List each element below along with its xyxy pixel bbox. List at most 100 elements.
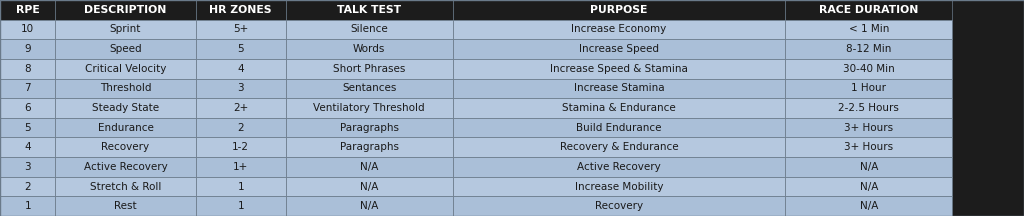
Bar [785, 0, 952, 20]
Bar [453, 157, 785, 177]
Text: Rest: Rest [114, 201, 137, 211]
Text: 3: 3 [238, 83, 244, 93]
Text: 1: 1 [25, 201, 31, 211]
Bar [196, 0, 286, 20]
Bar [453, 98, 785, 118]
Bar [196, 98, 286, 118]
Text: 1: 1 [238, 201, 244, 211]
Text: Stretch & Roll: Stretch & Roll [90, 181, 161, 192]
Bar [55, 196, 196, 216]
Bar [0, 137, 55, 157]
Bar [55, 79, 196, 98]
Text: 4: 4 [25, 142, 31, 152]
Bar [0, 98, 55, 118]
Text: N/A: N/A [860, 181, 878, 192]
Bar [286, 118, 453, 137]
Text: 3+ Hours: 3+ Hours [845, 142, 893, 152]
Text: 1: 1 [238, 181, 244, 192]
Text: Recovery: Recovery [595, 201, 643, 211]
Text: Recovery & Endurance: Recovery & Endurance [560, 142, 678, 152]
Bar [196, 177, 286, 196]
Bar [453, 39, 785, 59]
Text: Speed: Speed [110, 44, 141, 54]
Bar [286, 177, 453, 196]
Bar [286, 79, 453, 98]
Bar [55, 98, 196, 118]
Bar [196, 157, 286, 177]
Bar [286, 20, 453, 39]
Bar [785, 137, 952, 157]
Text: Recovery: Recovery [101, 142, 150, 152]
Text: Increase Stamina: Increase Stamina [573, 83, 665, 93]
Bar [196, 137, 286, 157]
Bar [55, 177, 196, 196]
Text: Words: Words [353, 44, 385, 54]
Bar [196, 196, 286, 216]
Bar [196, 79, 286, 98]
Text: 1-2: 1-2 [232, 142, 249, 152]
Text: 2: 2 [238, 123, 244, 133]
Text: 30-40 Min: 30-40 Min [843, 64, 895, 74]
Text: N/A: N/A [360, 162, 378, 172]
Bar [55, 137, 196, 157]
Bar [196, 59, 286, 79]
Bar [785, 79, 952, 98]
Bar [0, 79, 55, 98]
Text: Sentances: Sentances [342, 83, 396, 93]
Bar [0, 157, 55, 177]
Text: 7: 7 [25, 83, 31, 93]
Text: Endurance: Endurance [97, 123, 154, 133]
Text: Build Endurance: Build Endurance [577, 123, 662, 133]
Text: Increase Speed & Stamina: Increase Speed & Stamina [550, 64, 688, 74]
Text: Ventilatory Threshold: Ventilatory Threshold [313, 103, 425, 113]
Bar [0, 177, 55, 196]
Bar [785, 39, 952, 59]
Text: < 1 Min: < 1 Min [849, 24, 889, 35]
Bar [785, 118, 952, 137]
Bar [55, 39, 196, 59]
Text: TALK TEST: TALK TEST [337, 5, 401, 15]
Text: 6: 6 [25, 103, 31, 113]
Text: 2-2.5 Hours: 2-2.5 Hours [839, 103, 899, 113]
Text: N/A: N/A [860, 162, 878, 172]
Bar [453, 177, 785, 196]
Text: Stamina & Endurance: Stamina & Endurance [562, 103, 676, 113]
Bar [0, 0, 55, 20]
Text: 1 Hour: 1 Hour [851, 83, 887, 93]
Bar [286, 137, 453, 157]
Text: 5: 5 [238, 44, 244, 54]
Bar [453, 118, 785, 137]
Text: Sprint: Sprint [110, 24, 141, 35]
Bar [286, 157, 453, 177]
Bar [453, 20, 785, 39]
Bar [286, 98, 453, 118]
Text: 2: 2 [25, 181, 31, 192]
Bar [0, 59, 55, 79]
Bar [453, 59, 785, 79]
Bar [55, 157, 196, 177]
Bar [0, 39, 55, 59]
Text: Short Phrases: Short Phrases [333, 64, 406, 74]
Text: Active Recovery: Active Recovery [84, 162, 167, 172]
Bar [785, 177, 952, 196]
Text: HR ZONES: HR ZONES [209, 5, 272, 15]
Text: 1+: 1+ [233, 162, 248, 172]
Bar [453, 0, 785, 20]
Bar [453, 137, 785, 157]
Text: 10: 10 [22, 24, 34, 35]
Text: 9: 9 [25, 44, 31, 54]
Text: 8: 8 [25, 64, 31, 74]
Bar [196, 39, 286, 59]
Text: Steady State: Steady State [92, 103, 159, 113]
Bar [0, 118, 55, 137]
Text: N/A: N/A [860, 201, 878, 211]
Text: 3+ Hours: 3+ Hours [845, 123, 893, 133]
Text: 8-12 Min: 8-12 Min [846, 44, 892, 54]
Bar [0, 20, 55, 39]
Bar [196, 20, 286, 39]
Bar [453, 79, 785, 98]
Text: Paragraphs: Paragraphs [340, 123, 398, 133]
Text: N/A: N/A [360, 201, 378, 211]
Bar [286, 0, 453, 20]
Bar [286, 39, 453, 59]
